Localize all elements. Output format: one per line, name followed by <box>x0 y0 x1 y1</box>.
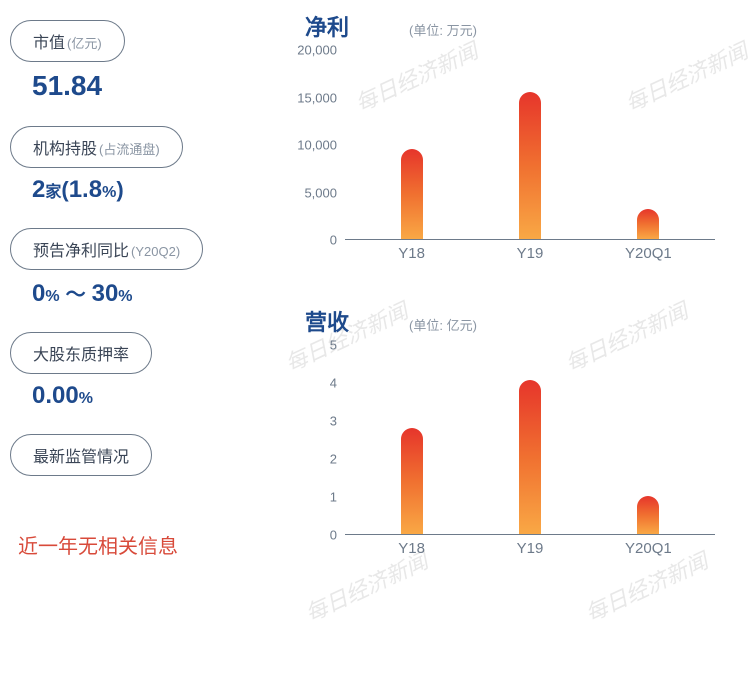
x-label: Y19 <box>517 245 544 262</box>
x-label: Y18 <box>398 245 425 262</box>
stat-value: 2家(1.8%) <box>32 176 255 204</box>
stat-pill: 市值(亿元) <box>10 20 125 62</box>
stat-pill: 机构持股(占流通盘) <box>10 126 183 168</box>
stat-pill: 大股东质押率 <box>10 332 152 374</box>
x-axis: Y18 Y19 Y20Q1 <box>345 540 715 570</box>
chart: 05,00010,00015,00020,000Y18Y19Y20Q1 <box>285 50 725 280</box>
bar <box>519 380 541 534</box>
y-tick: 4 <box>330 376 337 391</box>
x-label: Y20Q1 <box>625 245 672 262</box>
stat-value: 0.00% <box>32 382 255 410</box>
y-tick: 15,000 <box>297 90 337 105</box>
y-tick: 2 <box>330 452 337 467</box>
stat-label: 大股东质押率 <box>33 347 129 364</box>
y-tick: 0 <box>330 528 337 543</box>
stat-item: 大股东质押率 0.00% <box>10 332 255 410</box>
stat-label: 最新监管情况 <box>33 449 129 466</box>
y-tick: 5 <box>330 338 337 353</box>
chart-title: 营收 <box>305 305 349 337</box>
stat-item: 预告净利同比(Y20Q2) 0%～30% <box>10 228 255 308</box>
stats-sidebar: 市值(亿元) 51.84 机构持股(占流通盘) 2家(1.8%) 预告净利同比(Y20Q… <box>10 10 255 600</box>
y-tick: 0 <box>330 233 337 248</box>
plot-area <box>345 345 715 535</box>
chart-unit: (单位: 万元) <box>409 20 477 39</box>
stat-pill: 最新监管情况 <box>10 434 152 476</box>
stat-label: 预告净利同比 <box>33 243 129 260</box>
stat-pill: 预告净利同比(Y20Q2) <box>10 228 203 270</box>
stat-label: 市值 <box>33 35 65 52</box>
bottom-note: 近一年无相关信息 <box>18 530 255 559</box>
charts-area: 净利 (单位: 万元) 0 5,000 10,000 15,000 20,000 Y18 Y19… <box>255 10 740 600</box>
bar <box>401 149 423 239</box>
x-label: Y19 <box>517 540 544 557</box>
y-tick: 5,000 <box>304 185 337 200</box>
stat-label: 机构持股 <box>33 141 97 158</box>
stat-sublabel: (占流通盘) <box>99 142 160 157</box>
y-axis: 012345 <box>285 345 345 535</box>
chart-block: 净利 (单位: 万元) 0 5,000 10,000 15,000 20,000 Y18 Y19… <box>285 10 740 280</box>
chart-unit: (单位: 亿元) <box>409 315 477 334</box>
stat-item: 市值(亿元) 51.84 <box>10 20 255 102</box>
stat-item: 机构持股(占流通盘) 2家(1.8%) <box>10 126 255 204</box>
y-tick: 3 <box>330 414 337 429</box>
x-label: Y18 <box>398 540 425 557</box>
x-label: Y20Q1 <box>625 540 672 557</box>
bar <box>637 496 659 534</box>
y-tick: 20,000 <box>297 43 337 58</box>
y-tick: 10,000 <box>297 138 337 153</box>
plot-area <box>345 50 715 240</box>
stat-sublabel: (亿元) <box>67 36 102 51</box>
bar <box>637 209 659 239</box>
stat-value: 51.84 <box>32 70 255 102</box>
stat-sublabel: (Y20Q2) <box>131 244 180 259</box>
bar <box>519 92 541 239</box>
x-axis: Y18 Y19 Y20Q1 <box>345 245 715 275</box>
chart-title: 净利 <box>305 10 349 42</box>
bar <box>401 428 423 534</box>
chart-block: 营收 (单位: 亿元) 0 1 2 3 4 5 Y18 Y19 Y20Q1 <box>285 305 740 575</box>
stat-value: 0%～30% <box>32 278 255 308</box>
y-tick: 1 <box>330 490 337 505</box>
chart: 012345Y18Y19Y20Q1 <box>285 345 725 575</box>
y-axis: 05,00010,00015,00020,000 <box>285 50 345 240</box>
stat-item: 最新监管情况 <box>10 434 255 476</box>
